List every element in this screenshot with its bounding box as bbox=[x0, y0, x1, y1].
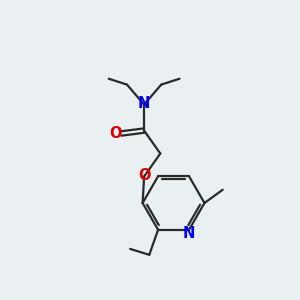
Text: O: O bbox=[138, 167, 150, 182]
Text: N: N bbox=[183, 226, 195, 241]
Text: N: N bbox=[138, 96, 150, 111]
Text: O: O bbox=[110, 126, 122, 141]
